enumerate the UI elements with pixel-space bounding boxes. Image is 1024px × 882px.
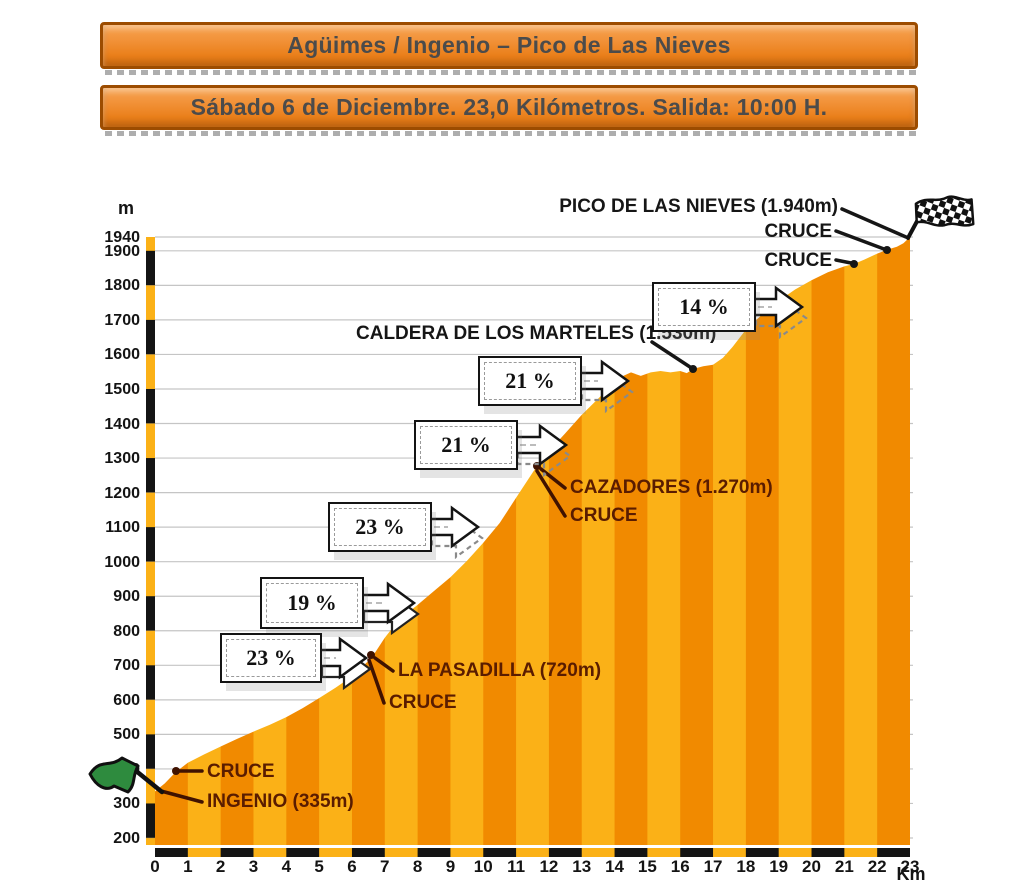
annotation-leader-line	[834, 229, 886, 251]
elevation-profile	[155, 237, 910, 845]
annotation-leader-line	[367, 658, 386, 705]
gradient-arrow-echo	[430, 516, 484, 560]
gradient-arrow	[426, 505, 481, 549]
annotation-leader-line	[834, 258, 853, 265]
title-banner: Agüimes / Ingenio – Pico de Las Nieves	[100, 22, 919, 75]
gradient-arrow	[358, 581, 417, 625]
gradient-arrow	[512, 423, 569, 467]
annotation-dot	[689, 365, 697, 373]
annotation-leader-line	[535, 469, 567, 518]
annotation-leader-line	[840, 207, 908, 239]
y-axis	[146, 237, 155, 845]
gradient-arrow-echo	[754, 296, 808, 340]
page-subtitle: Sábado 6 de Diciembre. 23,0 Kilómetros. …	[190, 94, 828, 120]
annotation-dot	[850, 260, 858, 268]
subtitle-banner: Sábado 6 de Diciembre. 23,0 Kilómetros. …	[100, 85, 919, 136]
annotation-leader-line	[539, 467, 567, 490]
gradient-arrow	[750, 285, 805, 329]
start-flag-icon	[88, 756, 165, 795]
gradient-arrow-echo	[580, 370, 634, 414]
annotation-leader-line	[159, 789, 204, 804]
annotation-leader-line	[650, 340, 692, 369]
annotation-dot	[367, 651, 375, 659]
gradient-arrow	[576, 359, 631, 403]
page-title: Agüimes / Ingenio – Pico de Las Nieves	[287, 32, 731, 58]
x-axis	[155, 848, 910, 857]
annotation-dot	[172, 767, 180, 775]
annotation-dot	[883, 246, 891, 254]
annotation-leader-line	[373, 656, 395, 673]
finish-flag-icon	[906, 195, 975, 240]
